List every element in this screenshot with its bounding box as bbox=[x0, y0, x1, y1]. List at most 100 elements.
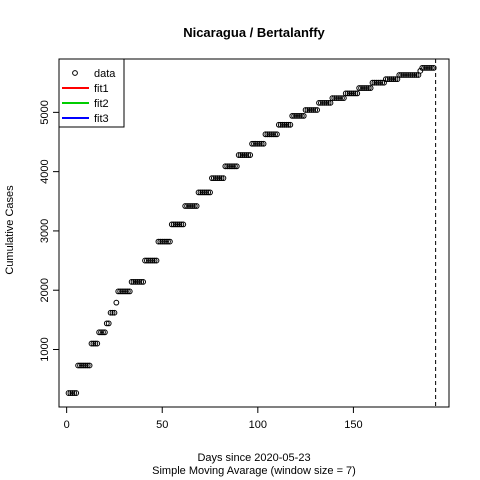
data-point bbox=[218, 175, 225, 182]
data-point bbox=[344, 90, 351, 97]
data-point bbox=[321, 99, 328, 106]
data-point bbox=[421, 64, 428, 71]
data-point bbox=[323, 99, 330, 106]
x-tick-label: 0 bbox=[64, 419, 70, 431]
data-point bbox=[379, 79, 385, 86]
data-point bbox=[168, 221, 175, 228]
data-point bbox=[124, 288, 131, 295]
data-point bbox=[155, 238, 162, 245]
data-point bbox=[325, 99, 332, 106]
data-point bbox=[220, 175, 227, 182]
data-point bbox=[277, 121, 284, 128]
data-point bbox=[224, 163, 231, 170]
data-point bbox=[348, 90, 355, 97]
data-point bbox=[329, 95, 336, 102]
data-point bbox=[289, 113, 296, 119]
data-point bbox=[306, 107, 313, 113]
legend-label: fit1 bbox=[94, 83, 109, 95]
data-point bbox=[113, 299, 120, 306]
data-point bbox=[92, 340, 99, 347]
data-point bbox=[258, 140, 265, 147]
data-point bbox=[390, 76, 397, 83]
data-point bbox=[411, 72, 418, 78]
legend-label: fit3 bbox=[94, 113, 109, 125]
data-point bbox=[308, 107, 315, 113]
data-point bbox=[369, 79, 376, 86]
data-point bbox=[119, 288, 125, 295]
data-point bbox=[428, 64, 435, 71]
data-point bbox=[237, 152, 244, 158]
data-point bbox=[117, 288, 124, 295]
data-point bbox=[423, 64, 429, 71]
data-point bbox=[109, 309, 116, 316]
x-axis-label: Days since 2020-05-23 bbox=[197, 452, 310, 464]
data-point bbox=[189, 203, 196, 209]
data-point bbox=[184, 203, 190, 209]
data-point bbox=[151, 257, 158, 264]
data-point bbox=[105, 320, 112, 327]
data-point bbox=[377, 79, 384, 86]
x-tick-label: 100 bbox=[249, 419, 267, 431]
data-point bbox=[203, 189, 210, 196]
data-point bbox=[314, 107, 320, 113]
data-point bbox=[337, 95, 343, 102]
data-point bbox=[98, 329, 104, 336]
data-point bbox=[145, 257, 152, 264]
data-point bbox=[241, 152, 248, 158]
data-point bbox=[107, 309, 114, 316]
data-point bbox=[360, 85, 366, 91]
data-point bbox=[201, 189, 208, 196]
data-point bbox=[207, 189, 213, 196]
data-point bbox=[293, 113, 299, 119]
data-point bbox=[339, 95, 345, 102]
data-point bbox=[279, 121, 286, 128]
data-point bbox=[318, 99, 324, 106]
data-point bbox=[300, 113, 307, 119]
data-point bbox=[268, 131, 275, 138]
data-point bbox=[75, 362, 82, 369]
data-point bbox=[384, 76, 391, 83]
data-point bbox=[191, 203, 198, 209]
data-point bbox=[209, 175, 215, 182]
data-point bbox=[245, 152, 252, 158]
data-point bbox=[383, 76, 389, 83]
data-point bbox=[222, 163, 229, 170]
data-point bbox=[216, 175, 223, 182]
data-point bbox=[115, 288, 122, 295]
data-point bbox=[212, 175, 219, 182]
data-point bbox=[291, 113, 298, 119]
data-point bbox=[358, 85, 364, 91]
data-point bbox=[361, 85, 368, 91]
data-point bbox=[136, 279, 143, 285]
data-point bbox=[134, 279, 141, 285]
y-axis-label: Cumulative Cases bbox=[4, 185, 16, 275]
data-point bbox=[327, 99, 334, 106]
data-point bbox=[375, 79, 382, 86]
data-point bbox=[157, 238, 164, 245]
data-point bbox=[413, 72, 420, 78]
data-point bbox=[296, 113, 303, 119]
data-point bbox=[121, 288, 127, 295]
legend-marker bbox=[72, 70, 78, 76]
data-point bbox=[153, 257, 160, 264]
data-point bbox=[193, 203, 200, 209]
data-point bbox=[260, 140, 267, 147]
data-point bbox=[264, 131, 271, 138]
legend-box bbox=[58, 58, 125, 128]
data-point bbox=[340, 95, 347, 102]
data-point bbox=[128, 279, 135, 285]
legend-label: fit2 bbox=[94, 98, 109, 110]
data-point bbox=[331, 95, 338, 102]
data-point bbox=[400, 72, 407, 78]
data-point bbox=[67, 390, 74, 396]
data-point bbox=[365, 85, 372, 91]
data-point bbox=[147, 257, 154, 264]
data-point bbox=[178, 221, 185, 228]
data-point bbox=[270, 131, 277, 138]
data-point bbox=[319, 99, 326, 106]
data-point bbox=[140, 279, 147, 285]
data-point bbox=[214, 175, 221, 182]
data-point bbox=[398, 72, 405, 78]
data-point bbox=[65, 390, 72, 396]
